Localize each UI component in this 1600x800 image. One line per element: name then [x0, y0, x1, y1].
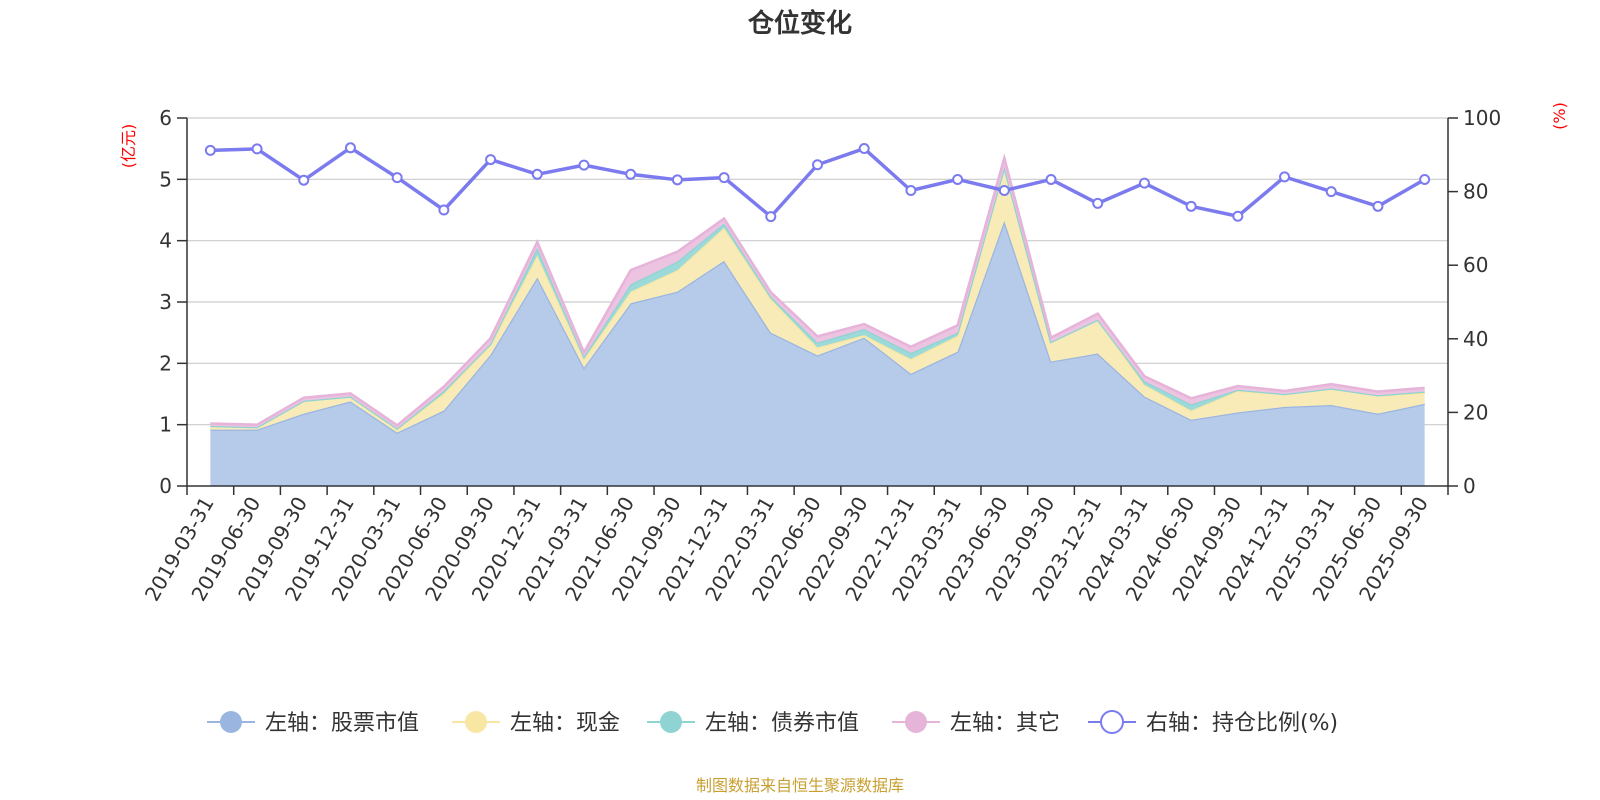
legend-label: 右轴：持仓比例(%)	[1146, 711, 1338, 736]
axes-layer	[177, 117, 1458, 495]
right-y-tick-label: 60	[1463, 253, 1488, 277]
left-y-tick-labels: 0 1 2 3 4 5 6	[159, 106, 172, 498]
ratio-point	[391, 172, 403, 184]
right-y-tick-label: 40	[1463, 327, 1488, 351]
ratio-point	[438, 204, 450, 216]
area-line-左轴：其它	[210, 153, 1425, 427]
ratio-point	[1279, 171, 1291, 183]
source-note: 制图数据来自恒生聚源数据库	[696, 776, 904, 795]
ratio-point	[998, 184, 1010, 196]
ratio-point	[485, 154, 497, 166]
legend-marker	[905, 711, 927, 733]
right-y-tick-label: 80	[1463, 180, 1488, 204]
ratio-point	[1185, 200, 1197, 212]
stacked-area-layer	[210, 153, 1425, 487]
legend-marker	[1100, 710, 1124, 734]
ratio-point	[765, 211, 777, 223]
right-y-tick-label: 20	[1463, 400, 1488, 424]
legend-item-1: 左轴：股票市值	[207, 711, 419, 736]
ratio-point	[1138, 177, 1150, 189]
left-y-tick-label: 0	[159, 474, 172, 498]
chart-title: 仓位变化	[747, 8, 852, 39]
legend-item-4: 左轴：其它	[892, 711, 1060, 736]
left-y-tick-label: 5	[159, 167, 172, 191]
ratio-point	[578, 159, 590, 171]
left-y-tick-label: 1	[159, 413, 172, 437]
left-y-tick-label: 2	[159, 351, 172, 375]
ratio-point	[1045, 173, 1057, 185]
legend-item-3: 左轴：债券市值	[647, 711, 859, 736]
ratio-point	[952, 173, 964, 185]
ratio-point	[858, 143, 870, 155]
legend-item-2: 左轴：现金	[452, 711, 620, 736]
right-y-tick-label: 0	[1463, 474, 1476, 498]
legend: 左轴：股票市值 左轴：现金 左轴：债券市值 左轴：其它 右轴：持仓比例(%)	[207, 710, 1338, 736]
legend-marker	[660, 711, 682, 733]
ratio-point	[344, 142, 356, 154]
ratio-point	[204, 144, 216, 156]
x-tick-labels: 2019-03-312019-06-302019-09-302019-12-31…	[140, 492, 1433, 605]
legend-label: 左轴：股票市值	[265, 711, 419, 736]
legend-marker	[465, 711, 487, 733]
ratio-point	[812, 159, 823, 171]
ratio-point	[1419, 173, 1431, 185]
left-axis-unit: (亿元)	[119, 124, 138, 169]
left-y-tick-label: 3	[159, 290, 172, 314]
ratio-point	[298, 174, 310, 186]
legend-label: 左轴：债券市值	[705, 711, 859, 736]
legend-label: 左轴：其它	[950, 711, 1060, 736]
legend-label: 左轴：现金	[510, 711, 620, 736]
area-左轴：现金	[210, 167, 1425, 433]
right-axis-unit: (%)	[1550, 102, 1569, 130]
ratio-point	[1372, 200, 1384, 212]
ratio-point	[671, 174, 683, 186]
ratio-point	[1232, 210, 1244, 222]
ratio-line-layer	[204, 142, 1431, 223]
legend-item-5: 右轴：持仓比例(%)	[1088, 710, 1338, 736]
ratio-point	[251, 143, 263, 155]
right-y-tick-labels: 0 20 40 60 80 100	[1463, 106, 1501, 498]
area-左轴：股票市值	[210, 221, 1425, 487]
legend-marker	[220, 711, 242, 733]
ratio-point	[1325, 186, 1337, 198]
ratio-point	[625, 168, 637, 180]
ratio-point	[531, 168, 543, 180]
left-y-tick-label: 6	[159, 106, 172, 130]
ratio-point	[905, 184, 917, 196]
left-y-tick-label: 4	[159, 229, 172, 253]
ratio-point	[1092, 197, 1104, 209]
right-y-tick-label: 100	[1463, 106, 1501, 130]
ratio-point	[718, 172, 730, 184]
ratio-line	[210, 146, 1426, 219]
